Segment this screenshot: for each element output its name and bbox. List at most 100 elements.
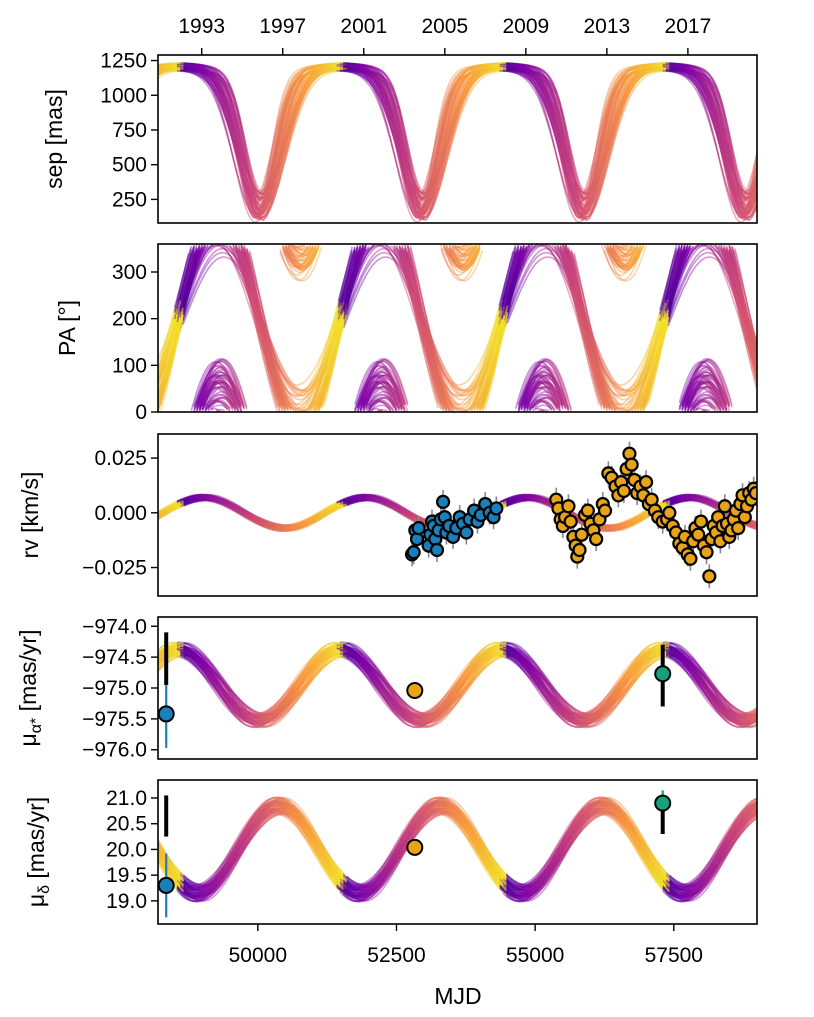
orbit-curve-segment xyxy=(742,215,747,220)
orbit-curve-segment xyxy=(229,108,235,120)
orbit-curve-segment xyxy=(316,69,321,73)
orbit-curve-segment xyxy=(203,69,207,72)
orbit-curve-segment xyxy=(558,143,564,159)
orbit-curve-segment xyxy=(389,108,394,120)
orbit-curve-segment xyxy=(516,69,520,72)
orbit-curve-segment xyxy=(229,120,235,135)
orbit-curve-segment xyxy=(759,183,762,195)
orbit-curve-segment xyxy=(219,94,225,103)
orbit-curve-segment xyxy=(469,77,474,83)
orbit-curve-segment xyxy=(416,195,421,199)
orbit-curve-segment xyxy=(766,112,769,126)
orbit-curve-segment xyxy=(489,65,494,69)
orbit-curve-segment xyxy=(409,194,414,206)
orbit-curve-segment xyxy=(452,81,458,88)
orbit-curve-segment xyxy=(548,102,554,113)
orbit-curve-segment xyxy=(222,102,228,113)
orbit-curve-segment xyxy=(285,125,291,139)
orbit-curve-segment xyxy=(465,82,471,89)
orbit-curve-segment xyxy=(147,66,150,67)
orbit-curve-segment xyxy=(150,70,153,71)
orbit-curve-segment xyxy=(452,112,458,125)
orbit-curve-segment xyxy=(763,162,766,172)
orbit-curve-segment xyxy=(239,152,245,166)
orbit-curve-segment xyxy=(629,71,634,75)
orbit-curve-segment xyxy=(763,146,766,161)
orbit-curve-segment xyxy=(759,174,762,185)
orbit-curve-segment xyxy=(190,65,194,68)
orbit-curve-segment xyxy=(735,179,741,190)
orbit-curve-segment xyxy=(645,67,650,70)
orbit-curve-segment xyxy=(216,84,221,92)
orbit-curve-segment xyxy=(199,68,204,72)
orbit-curve-segment xyxy=(150,74,153,78)
orbit-curve-segment xyxy=(302,83,308,90)
orbit-curve-segment xyxy=(353,66,357,69)
orbit-curve-segment xyxy=(708,91,714,101)
orbit-curve-segment xyxy=(529,71,534,76)
orbit-curve-segment xyxy=(362,68,367,72)
orbit-curve-segment xyxy=(329,66,334,69)
orbit-curve-segment xyxy=(695,74,700,80)
orbit-curve-segment xyxy=(763,126,766,140)
orbit-curve-segment xyxy=(415,198,421,209)
orbit-curve-segment xyxy=(236,149,241,164)
orbit-curve-segment xyxy=(535,75,541,80)
orbit-curve-segment xyxy=(363,69,367,72)
orbit-curve-segment xyxy=(150,78,153,81)
orbit-curve-segment xyxy=(615,105,621,117)
orbit-curve-segment xyxy=(402,168,408,183)
orbit-curve-segment xyxy=(229,92,235,103)
orbit-curve-segment xyxy=(766,106,769,120)
orbit-curve-segment xyxy=(206,74,211,79)
orbit-curve-segment xyxy=(150,78,153,81)
orbit-curve-segment xyxy=(435,171,441,183)
orbit-curve-segment xyxy=(763,160,766,172)
orbit-curve-segment xyxy=(256,191,261,198)
orbit-curve-segment xyxy=(715,115,721,128)
orbit-curve-segment xyxy=(285,128,291,142)
orbit-curve-segment xyxy=(379,74,384,79)
orbit-curve-segment xyxy=(763,141,766,156)
orbit-curve-segment xyxy=(190,69,194,72)
orbit-curve-segment xyxy=(319,68,324,72)
orbit-curve-segment xyxy=(615,109,621,121)
orbit-curve-segment xyxy=(766,117,769,132)
orbit-curve-segment xyxy=(203,72,208,76)
orbit-curve-segment xyxy=(479,69,484,73)
orbit-curve-segment xyxy=(193,66,197,69)
orbit-curve-segment xyxy=(292,86,298,95)
orbit-curve-segment xyxy=(532,72,537,77)
orbit-curve-segment xyxy=(353,65,357,69)
orbit-curve-segment xyxy=(154,70,157,71)
orbit-curve-segment xyxy=(582,198,587,203)
orbit-curve-segment xyxy=(759,136,762,153)
orbit-curve-segment xyxy=(588,208,594,216)
orbit-curve-segment xyxy=(275,147,281,166)
orbit-curve-segment xyxy=(469,71,474,75)
orbit-curve-segment xyxy=(568,183,574,193)
orbit-curve-segment xyxy=(316,70,321,74)
orbit-curve-segment xyxy=(605,142,611,156)
orbit-curve-segment xyxy=(695,77,700,83)
orbit-curve-segment xyxy=(545,94,551,104)
year-tick-label: 1997 xyxy=(259,15,306,38)
orbit-curve-segment xyxy=(399,143,404,157)
orbit-curve-segment xyxy=(679,69,683,73)
orbit-curve-segment xyxy=(425,203,431,212)
orbit-curve-segment xyxy=(558,135,564,149)
orbit-curve-segment xyxy=(326,66,331,69)
orbit-curve-segment xyxy=(147,80,150,85)
orbit-curve-segment xyxy=(582,186,587,195)
orbit-curve-segment xyxy=(731,176,737,188)
orbit-curve-segment xyxy=(269,185,275,194)
orbit-curve-segment xyxy=(698,78,704,85)
orbit-curve-segment xyxy=(203,69,208,73)
orbit-curve-segment xyxy=(196,67,201,70)
orbit-curve-segment xyxy=(419,197,424,202)
orbit-curve-segment xyxy=(395,138,401,154)
orbit-curve-segment xyxy=(628,79,634,86)
orbit-curve-segment xyxy=(147,72,150,73)
orbit-curve-segment xyxy=(682,66,687,70)
orbit-curve-segment xyxy=(154,70,157,71)
